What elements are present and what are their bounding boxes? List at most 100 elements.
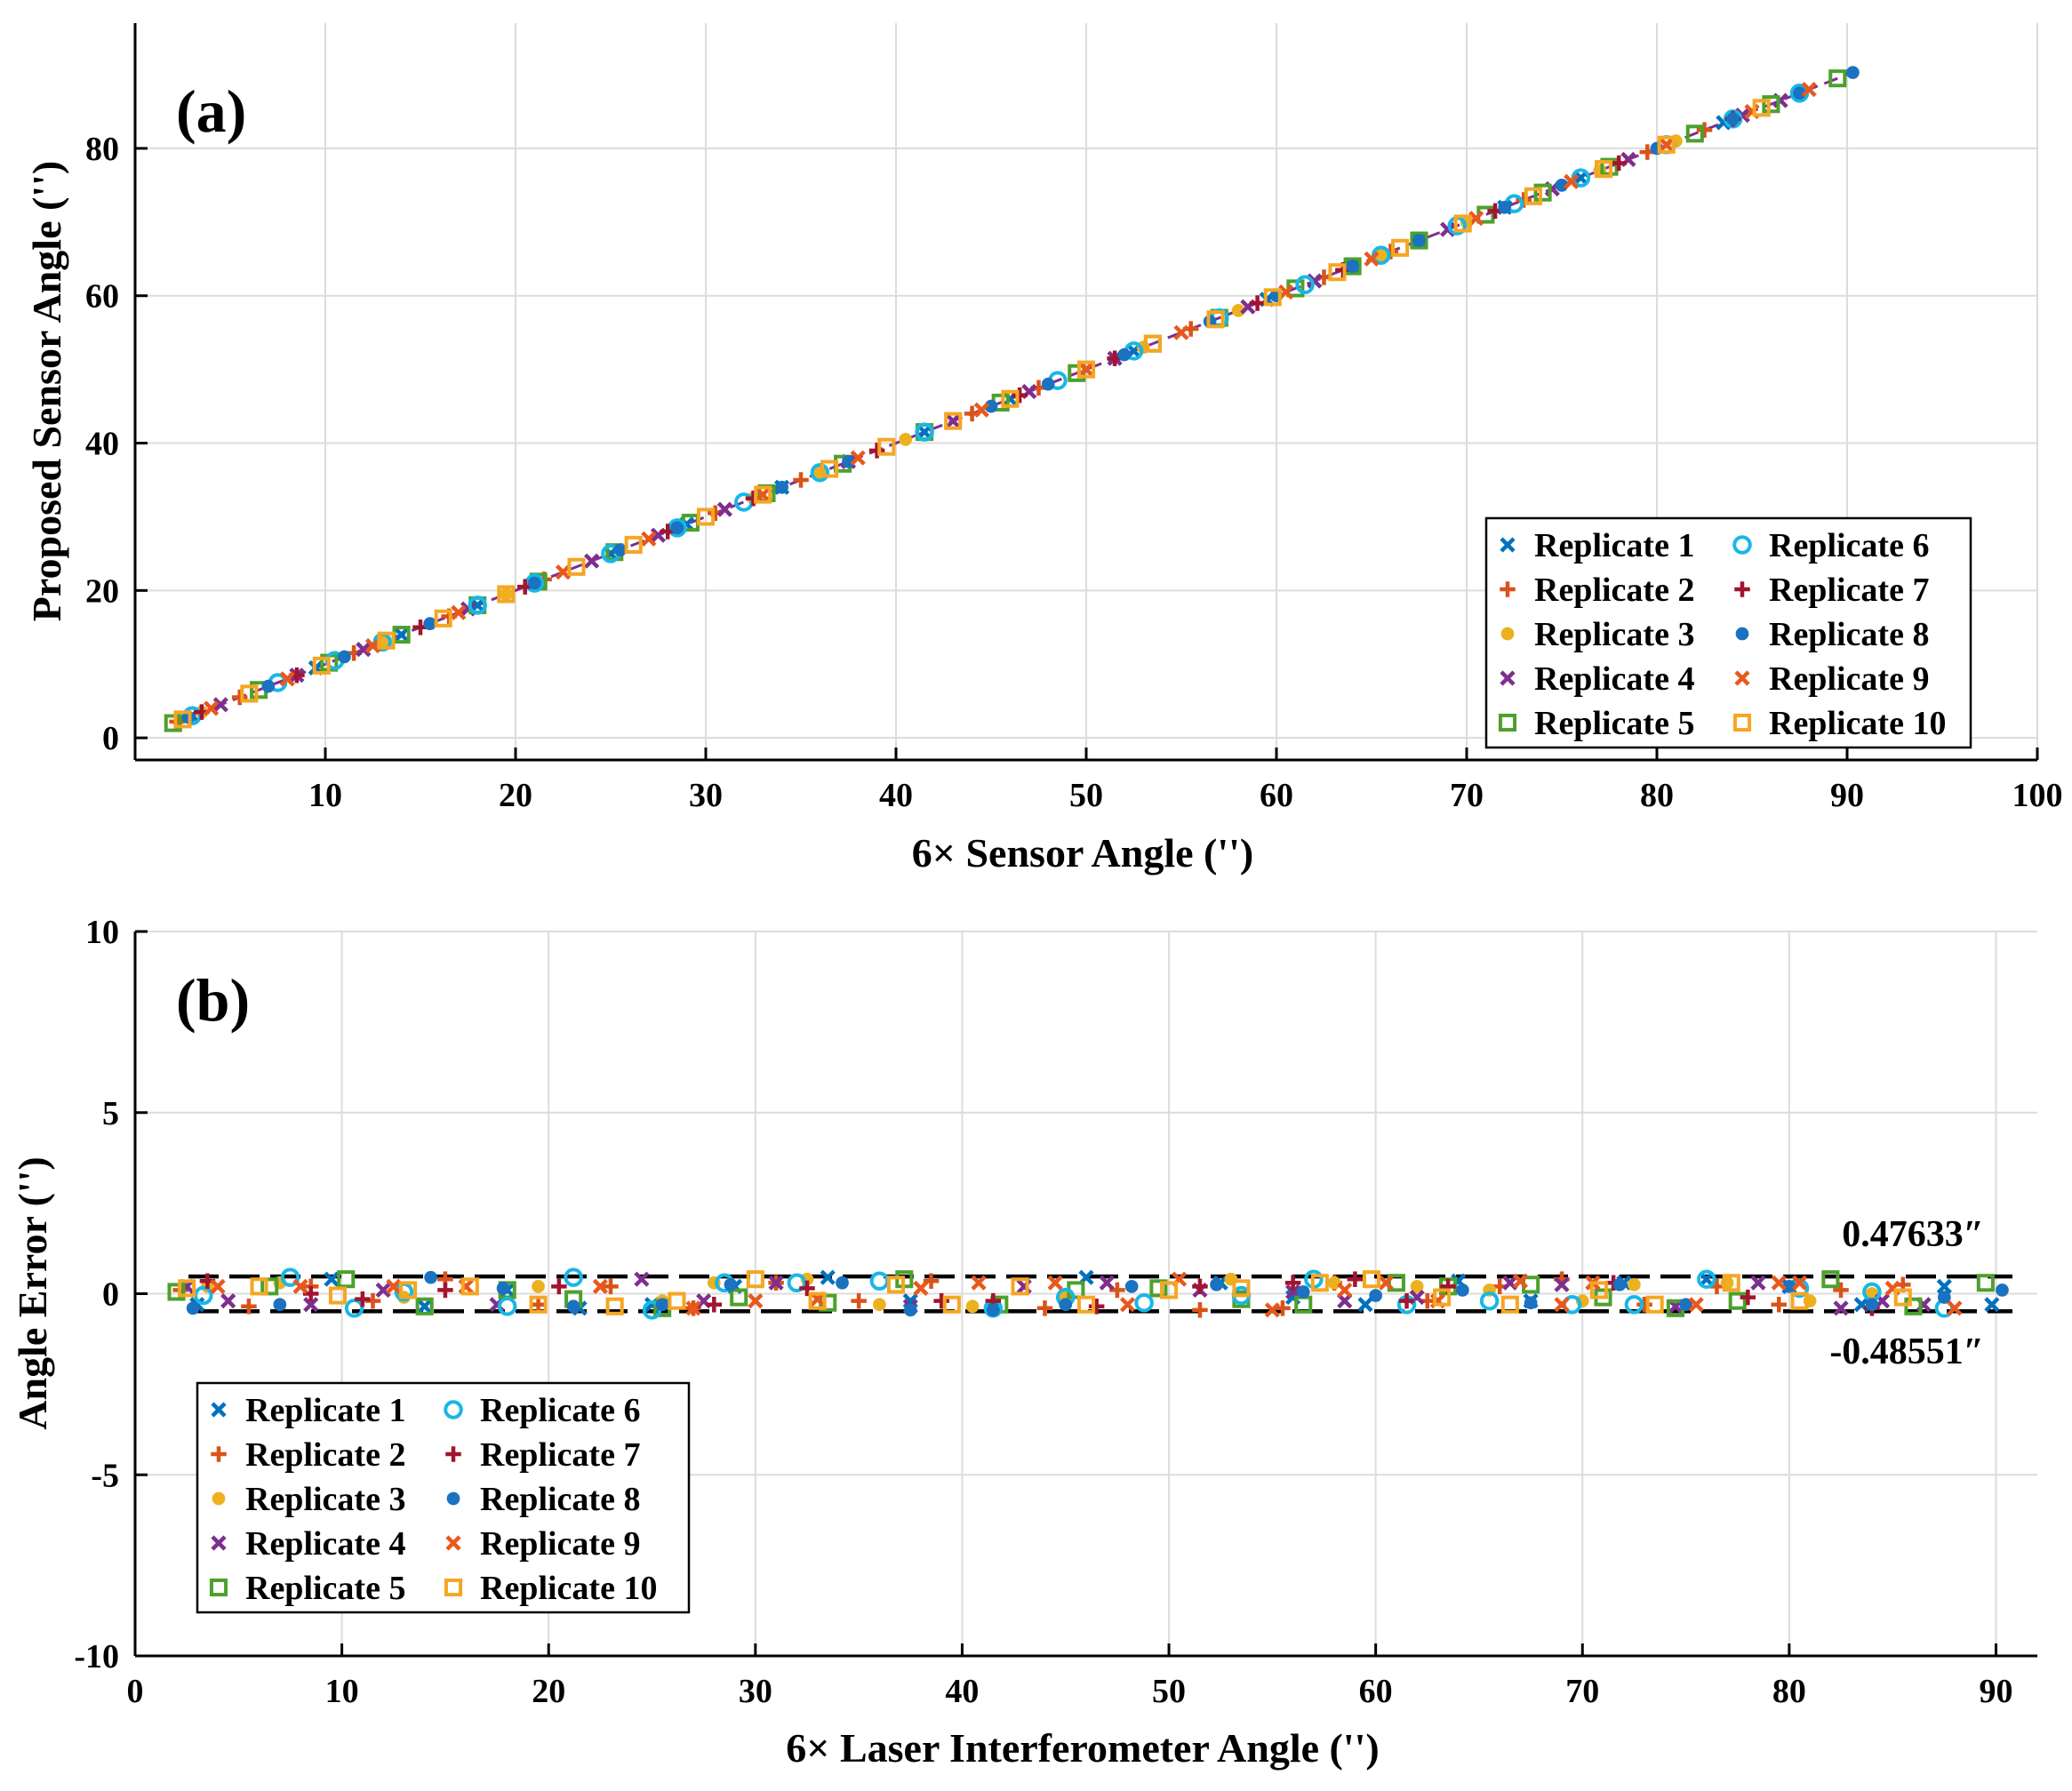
lower-bound-label: -0.48551″: [1829, 1331, 1984, 1372]
data-point: [356, 642, 372, 658]
data-point: [1699, 1271, 1715, 1287]
panel-b-legend: Replicate 1 Replicate 2 Replicate 3 Replica…: [196, 1381, 691, 1614]
data-point: [1500, 1295, 1519, 1314]
legend-box: [1484, 516, 1972, 749]
legend-entry-label: Replicate 4: [245, 1525, 405, 1563]
legend-entry-label: Replicate 7: [480, 1436, 640, 1474]
data-point: [1679, 1298, 1692, 1312]
data-point: [873, 1298, 886, 1312]
data-point: [1479, 1291, 1500, 1311]
data-point: [1657, 135, 1676, 154]
data-point: [532, 1280, 545, 1293]
data-point: [1346, 260, 1359, 273]
data-point: [1263, 288, 1282, 307]
y-tick-label: 20: [85, 572, 119, 610]
legend-marker: [212, 1491, 226, 1506]
data-point: [1947, 1300, 1963, 1316]
data-point: [220, 1293, 236, 1309]
data-point: [1611, 155, 1627, 172]
x-tick-label: 20: [499, 777, 532, 814]
y-tick-label: 0: [102, 1276, 119, 1314]
data-point: [696, 508, 716, 526]
data-point: [592, 1278, 608, 1294]
data-point: [496, 1282, 510, 1295]
data-point: [337, 1270, 356, 1289]
data-point: [1410, 231, 1428, 250]
legend-entry-label: Replicate 1: [1534, 527, 1694, 564]
legend-entry-label: Replicate 2: [245, 1436, 405, 1474]
x-tick-label: 10: [308, 777, 342, 814]
legend-marker: [211, 1446, 227, 1462]
data-point: [551, 1278, 567, 1295]
data-point: [1624, 1294, 1644, 1315]
data-point: [973, 402, 989, 418]
data-point: [434, 609, 452, 628]
x-tick-label: 80: [1772, 1673, 1806, 1710]
data-point: [915, 422, 934, 442]
legend-entry-label: Replicate 3: [1534, 616, 1694, 653]
data-point: [808, 1291, 827, 1310]
data-point: [499, 588, 513, 601]
data-point: [1782, 1280, 1796, 1293]
data-point: [1192, 1278, 1208, 1295]
data-point: [916, 424, 932, 440]
x-tick-label: 40: [945, 1673, 979, 1710]
x-tick-label: 50: [1069, 777, 1103, 814]
data-point: [1327, 1275, 1341, 1290]
y-tick-label: 10: [85, 914, 119, 951]
data-point: [1498, 200, 1512, 214]
legend-entry-label: Replicate 6: [480, 1392, 640, 1429]
data-point: [280, 1267, 300, 1287]
legend-marker: [1734, 581, 1750, 597]
data-point: [1793, 86, 1806, 100]
data-point: [178, 1279, 196, 1298]
legend-marker: [1500, 627, 1515, 641]
x-tick-label: 100: [2012, 777, 2063, 814]
data-point: [398, 1281, 418, 1299]
data-point: [260, 1277, 279, 1296]
legend-entry-label: Replicate 8: [480, 1481, 640, 1518]
legend-marker: [445, 1446, 461, 1462]
data-point: [1059, 1298, 1073, 1312]
y-tick-label: -5: [91, 1457, 119, 1494]
data-point: [613, 543, 628, 557]
data-point: [1047, 1275, 1063, 1291]
data-point: [261, 679, 276, 693]
upper-bound-label: 0.47633″: [1842, 1214, 1984, 1255]
data-point: [1984, 1297, 2000, 1313]
data-point: [1455, 1283, 1469, 1297]
legend-entry-label: Replicate 4: [1534, 660, 1694, 698]
data-point: [1726, 112, 1740, 126]
data-point: [1364, 251, 1380, 267]
data-point: [1391, 238, 1410, 257]
data-point: [1159, 1281, 1179, 1299]
panel-a-chart: 10 20 30 40 50 60 70 80 90 100 0 20 40 60 80 (a) 6× S…: [24, 23, 2063, 876]
data-point: [877, 437, 896, 456]
data-point: [850, 450, 866, 466]
data-point: [212, 697, 228, 713]
data-point: [799, 1280, 815, 1297]
data-point: [1791, 1275, 1808, 1291]
data-point: [913, 1280, 929, 1296]
data-point: [1036, 1300, 1053, 1316]
data-point: [530, 1296, 547, 1313]
data-point: [1564, 173, 1580, 189]
legend-entry-label: Replicate 9: [480, 1525, 640, 1563]
legend-entry-label: Replicate 1: [245, 1392, 405, 1429]
data-point: [394, 627, 410, 643]
data-point: [497, 585, 516, 604]
data-point: [564, 1267, 583, 1287]
data-point: [1524, 187, 1542, 205]
legend-entry-label: Replicate 3: [245, 1481, 405, 1518]
data-point: [1554, 1276, 1570, 1292]
data-point: [1645, 1295, 1664, 1314]
data-point: [1533, 183, 1552, 202]
data-point: [1752, 99, 1771, 117]
data-point: [364, 637, 381, 654]
data-point: [1636, 1296, 1652, 1313]
data-point: [886, 1275, 906, 1294]
data-point: [292, 1278, 308, 1294]
data-point: [1398, 1292, 1415, 1309]
x-tick-label: 0: [127, 1673, 144, 1710]
